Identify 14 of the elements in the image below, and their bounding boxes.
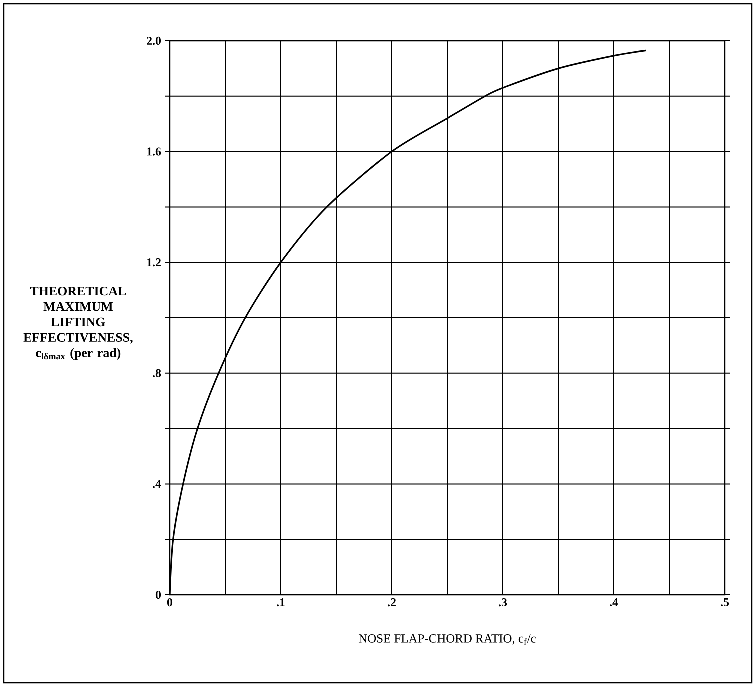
x-tick-label: .5 (721, 598, 730, 607)
x-tick-label: .2 (388, 598, 396, 607)
y-tick-label: 1.6 (147, 148, 162, 156)
x-tick-label: .4 (610, 598, 618, 607)
x-tick-label: .3 (499, 598, 508, 607)
y-tick-label: .4 (153, 480, 162, 488)
x-tick-label: 0 (167, 598, 173, 607)
y-tick-label: .8 (153, 369, 162, 378)
y-axis-title: THEORETICAL MAXIMUM LIFTING EFFECTIVENESS, c$_{lδmax}$ (per rad) (24, 286, 133, 360)
x-tick-label: .1 (277, 598, 285, 607)
y-tick-label: 1.2 (147, 258, 161, 267)
y-tick-label: 0 (156, 590, 162, 600)
y-tick-label: 2.0 (147, 36, 162, 46)
x-axis-title: NOSE FLAP-CHORD RATIO, c$_{f}$/c (358, 634, 536, 645)
